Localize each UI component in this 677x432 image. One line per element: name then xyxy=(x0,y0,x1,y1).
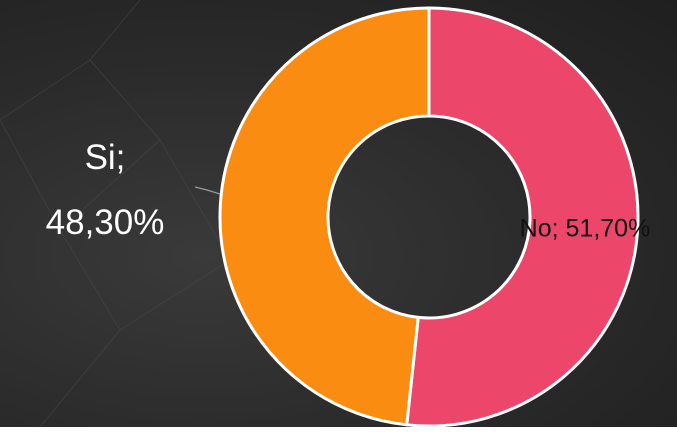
data-label: Si; 48,30% xyxy=(46,138,165,242)
slice xyxy=(405,6,640,428)
slice xyxy=(218,6,431,427)
label-line: 48,30% xyxy=(46,203,165,242)
slices xyxy=(218,6,640,428)
texture xyxy=(0,0,301,428)
texture-lines xyxy=(0,0,301,428)
data-label: No; 51,70% xyxy=(520,215,651,243)
label-line: Si; xyxy=(85,138,126,177)
